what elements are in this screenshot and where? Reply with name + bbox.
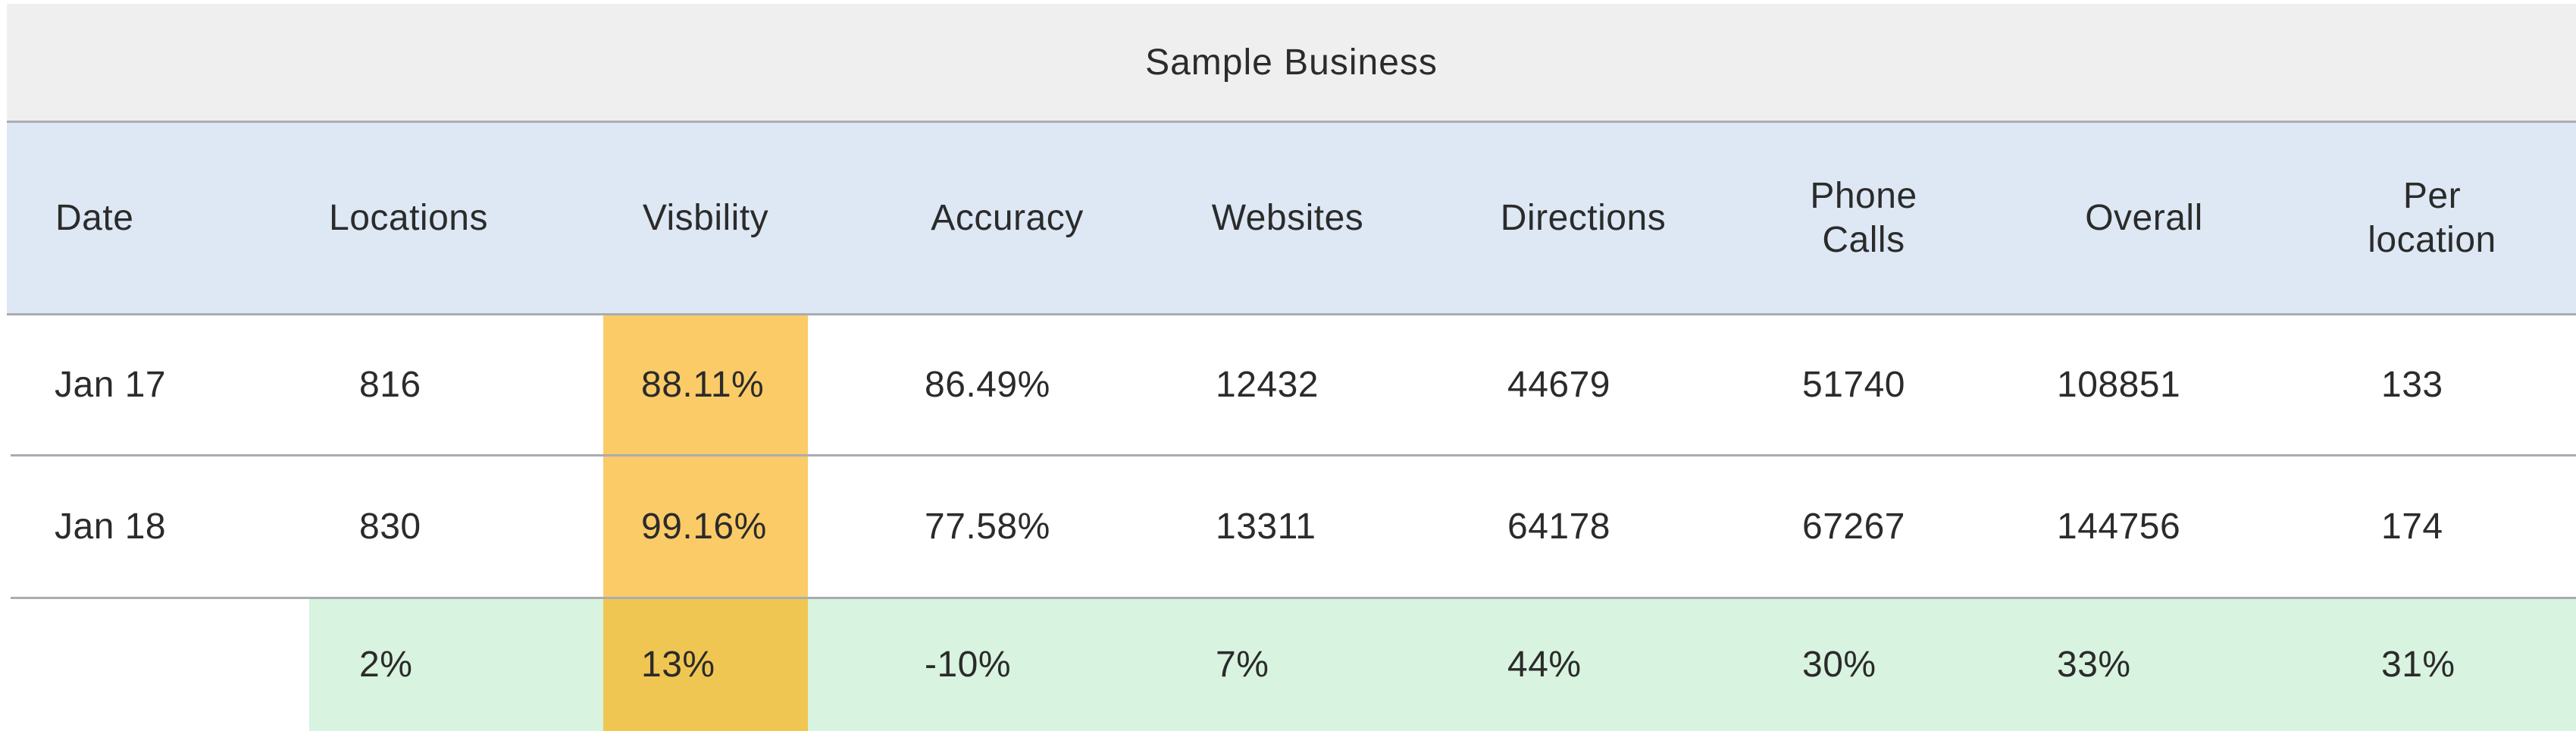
table-row: Jan 18 830 99.16% 77.58% 13311 64178 672… bbox=[11, 456, 2576, 599]
cell-websites: 12432 bbox=[1216, 364, 1319, 405]
header-directions: Directions bbox=[1500, 197, 1667, 238]
cell-websites-change: 7% bbox=[1216, 645, 1269, 685]
header-visibility: Visbility bbox=[642, 197, 769, 238]
table-title: Sample Business bbox=[7, 4, 2576, 123]
cell-directions: 44679 bbox=[1507, 364, 1610, 405]
cell-phone-calls: 51740 bbox=[1802, 364, 1905, 405]
cell-per-location: 133 bbox=[2381, 364, 2443, 405]
cell-locations: 816 bbox=[359, 364, 421, 405]
cell-accuracy-change: -10% bbox=[925, 645, 1012, 685]
visibility-highlight bbox=[603, 315, 808, 599]
cell-visibility-change: 13% bbox=[641, 645, 715, 685]
table-header-row: Date Locations Visbility Accuracy Websit… bbox=[7, 123, 2576, 315]
visibility-change-highlight bbox=[603, 599, 808, 731]
header-overall: Overall bbox=[2085, 197, 2203, 238]
cell-accuracy: 77.58% bbox=[925, 506, 1050, 547]
cell-date bbox=[55, 599, 206, 731]
cell-overall: 108851 bbox=[2057, 364, 2181, 405]
change-row: 2% 13% -10% 7% 44% 30% 33% 31% bbox=[11, 599, 2576, 731]
cell-visibility: 88.11% bbox=[641, 364, 765, 405]
header-phone-calls: Phone Calls bbox=[1810, 175, 1917, 260]
table-row: Jan 17 816 88.11% 86.49% 12432 44679 517… bbox=[11, 315, 2576, 456]
cell-locations-change: 2% bbox=[359, 645, 413, 685]
cell-date: Jan 17 bbox=[55, 364, 167, 405]
header-accuracy: Accuracy bbox=[931, 197, 1084, 238]
cell-websites: 13311 bbox=[1216, 506, 1316, 547]
header-websites: Websites bbox=[1211, 197, 1364, 238]
cell-directions-change: 44% bbox=[1507, 645, 1582, 685]
cell-locations: 830 bbox=[359, 506, 421, 547]
table-title-text: Sample Business bbox=[1145, 42, 1438, 83]
cell-directions: 64178 bbox=[1507, 506, 1610, 547]
header-date: Date bbox=[55, 197, 134, 238]
cell-phone-calls-change: 30% bbox=[1802, 645, 1876, 685]
cell-date: Jan 18 bbox=[55, 506, 167, 547]
cell-per-location-change: 31% bbox=[2381, 645, 2455, 685]
header-locations: Locations bbox=[329, 197, 488, 238]
cell-overall-change: 33% bbox=[2057, 645, 2131, 685]
cell-phone-calls: 67267 bbox=[1802, 506, 1905, 547]
cell-overall: 144756 bbox=[2057, 506, 2181, 547]
cell-visibility: 99.16% bbox=[641, 506, 767, 547]
cell-per-location: 174 bbox=[2381, 506, 2443, 547]
cell-accuracy: 86.49% bbox=[925, 364, 1050, 405]
header-per-location: Per location bbox=[2368, 175, 2496, 260]
